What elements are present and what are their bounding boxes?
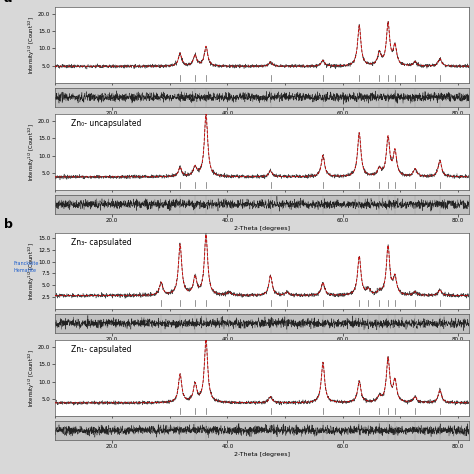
- Y-axis label: Intensity$^{1/2}$ [Count$^{1/2}$]: Intensity$^{1/2}$ [Count$^{1/2}$]: [27, 123, 36, 181]
- X-axis label: 2-Theta [degrees]: 2-Theta [degrees]: [234, 452, 290, 457]
- X-axis label: 2-Theta [degrees]: 2-Theta [degrees]: [234, 119, 290, 124]
- Text: Zn₃- capsulated: Zn₃- capsulated: [71, 238, 132, 247]
- Y-axis label: Intensity$^{1/2}$ [Count$^{1/2}$]: Intensity$^{1/2}$ [Count$^{1/2}$]: [27, 242, 36, 300]
- Y-axis label: Intensity$^{1/2}$ [Count$^{1/2}$]: Intensity$^{1/2}$ [Count$^{1/2}$]: [27, 349, 36, 407]
- Text: b: b: [4, 218, 13, 231]
- Y-axis label: Intensity$^{1/2}$ [Count$^{1/2}$]: Intensity$^{1/2}$ [Count$^{1/2}$]: [27, 16, 36, 74]
- Text: Zn₁- capsulated: Zn₁- capsulated: [71, 346, 132, 355]
- Text: Franckeite
Hematite: Franckeite Hematite: [13, 261, 38, 273]
- Text: a: a: [4, 0, 12, 5]
- X-axis label: 2-Theta [degrees]: 2-Theta [degrees]: [234, 226, 290, 231]
- X-axis label: 2-Theta [degrees]: 2-Theta [degrees]: [234, 345, 290, 350]
- Text: Zn₀- uncapsulated: Zn₀- uncapsulated: [71, 119, 141, 128]
